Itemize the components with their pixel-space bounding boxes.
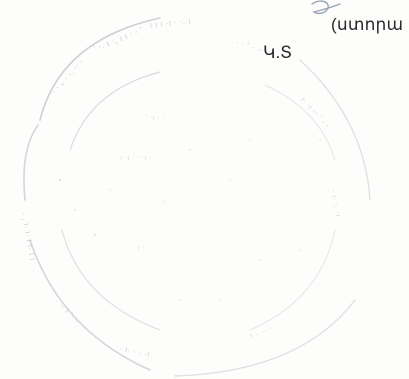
svg-text:ˈ ·ı · ·: ˈ ·ı · · [130, 243, 150, 252]
signature-caption: (ստորա [331, 15, 404, 34]
svg-text:ı ·ı ˈ · ·ı ·: ı ·ı ˈ · ·ı · [120, 153, 152, 162]
svg-text:ı ı ı ·ı · ·. ı: ı ı ı ·ı · ·. ı [149, 17, 191, 31]
svg-text:· · ·ı: · · ·ı [150, 198, 165, 207]
svg-text:· · ·: · · · [210, 223, 223, 232]
stamp-place-label: Կ.Տ [263, 43, 293, 62]
svg-text:· ˈ ·ı · ·: · ˈ ·ı · · [140, 113, 165, 122]
